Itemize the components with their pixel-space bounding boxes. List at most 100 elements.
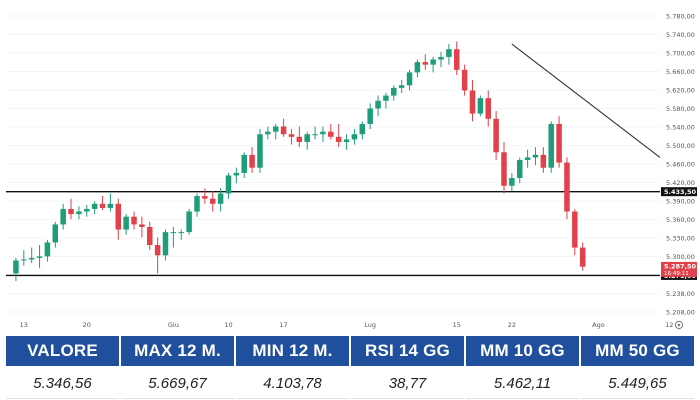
- y-tick-label: 5.580,00: [666, 105, 695, 113]
- stat-value: 5.346,56: [6, 368, 119, 399]
- stat-mm-50: MM 50 GG 5.449,65: [581, 336, 694, 399]
- candle-body: [579, 247, 586, 267]
- candle-body: [509, 178, 515, 186]
- stat-value: 4.103,78: [236, 368, 349, 399]
- candle-body: [272, 126, 279, 132]
- candle-body: [446, 49, 452, 57]
- candle-body: [162, 232, 169, 256]
- candles: [13, 41, 586, 282]
- candle-body: [359, 123, 366, 135]
- candle-body: [493, 118, 499, 153]
- y-tick-label: 5.300,00: [666, 253, 695, 261]
- candle-body: [556, 123, 562, 163]
- candle-body: [501, 152, 507, 186]
- candle-body: [202, 196, 208, 199]
- candle-body: [335, 136, 342, 142]
- candle-body: [186, 211, 192, 233]
- stat-header: MM 50 GG: [581, 336, 694, 366]
- candle-body: [178, 232, 184, 234]
- candle-body: [257, 134, 263, 168]
- x-tick-label: 15: [453, 321, 461, 329]
- y-tick-label: 5.460,00: [666, 160, 695, 168]
- x-tick-label: 12: [665, 321, 673, 329]
- x-tick-label: Giu: [168, 321, 179, 329]
- stat-value: 5.669,67: [121, 368, 234, 399]
- candle-body: [170, 232, 177, 234]
- candle-body: [233, 172, 240, 176]
- candle-body: [375, 100, 381, 109]
- stat-min-12m: MIN 12 M. 4.103,78: [236, 336, 349, 399]
- candle-body: [343, 139, 350, 142]
- y-tick-label: 5.360,00: [666, 216, 695, 224]
- candle-body: [548, 123, 554, 168]
- level-price-tag: [661, 187, 697, 197]
- candle-body: [454, 49, 460, 70]
- candle-body: [99, 203, 106, 208]
- stat-header: MM 10 GG: [466, 336, 579, 366]
- chart-background: [0, 0, 700, 334]
- candle-body: [76, 211, 82, 215]
- y-tick-label: 5.780,00: [666, 12, 695, 20]
- candle-body: [477, 98, 484, 114]
- x-tick-label: Lug: [364, 321, 376, 329]
- y-tick-label: 5.238,00: [666, 290, 695, 298]
- stat-value: 5.449,65: [581, 368, 694, 399]
- candle-body: [52, 224, 59, 243]
- candle-body: [107, 203, 114, 208]
- candle-body: [414, 62, 421, 73]
- candle-body: [225, 175, 232, 194]
- candle-body: [21, 259, 27, 261]
- x-tick-label: 13: [20, 321, 28, 329]
- candle-body: [44, 242, 51, 257]
- y-tick-label: 5.660,00: [666, 68, 695, 76]
- x-tick-label: 17: [279, 321, 287, 329]
- x-axis: 13 20 Giu 10 17 Lug 15 22 Ago 12: [20, 321, 674, 329]
- candle-body: [154, 245, 161, 256]
- candle-body: [84, 208, 90, 212]
- horizontal-levels: [6, 190, 660, 277]
- stats-table: VALORE 5.346,56 MAX 12 M. 5.669,67 MIN 1…: [6, 336, 694, 399]
- candle-body: [312, 134, 318, 136]
- candle-body: [367, 108, 373, 124]
- y-tick-label: 5.420,00: [666, 179, 695, 187]
- candle-body: [131, 216, 137, 225]
- candle-body: [209, 198, 216, 204]
- y-tick-label: 5.330,00: [666, 234, 695, 242]
- candle-body: [28, 257, 35, 260]
- stat-header: VALORE: [6, 336, 119, 366]
- candle-body: [68, 208, 74, 215]
- candle-body: [351, 134, 358, 140]
- candle-body: [383, 95, 389, 101]
- candle-body: [123, 216, 129, 230]
- candle-body: [461, 69, 468, 91]
- candle-body: [516, 160, 523, 179]
- candle-body: [532, 154, 539, 158]
- y-tick-label: 5.540,00: [666, 123, 695, 131]
- chart-svg: 5.780,00 5.740,00 5.700,00 5.660,00 5.620,00…: [0, 0, 700, 334]
- y-tick-label: 5.390,00: [666, 197, 695, 205]
- candle-body: [91, 203, 98, 209]
- stat-rsi-14: RSI 14 GG 38,77: [351, 336, 464, 399]
- grid: [6, 15, 660, 313]
- candle-body: [13, 260, 19, 274]
- candle-body: [147, 226, 153, 246]
- candle-body: [288, 134, 295, 137]
- y-tick-label: 5.208,00: [666, 308, 695, 316]
- candle-body: [524, 157, 531, 160]
- y-tick-label: 5.620,00: [666, 86, 695, 94]
- y-tick-label: 5.500,00: [666, 142, 695, 150]
- candle-body: [280, 126, 287, 135]
- stat-header: MAX 12 M.: [121, 336, 234, 366]
- trendline-group: [511, 43, 661, 158]
- candle-body: [304, 134, 310, 142]
- candle-body: [438, 56, 444, 60]
- settings-icon[interactable]: [674, 320, 684, 330]
- candle-body: [194, 196, 200, 212]
- candle-body: [540, 154, 547, 168]
- candle-body: [265, 131, 271, 135]
- y-tick-label: 5.740,00: [666, 31, 695, 39]
- last-price-label: 5.287,50: [664, 263, 697, 271]
- candle-body: [430, 59, 436, 65]
- candle-body: [398, 85, 405, 88]
